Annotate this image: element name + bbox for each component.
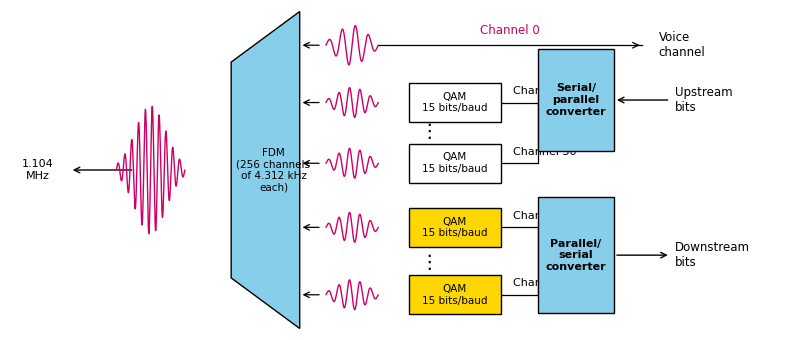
Text: 1.104
MHz: 1.104 MHz bbox=[22, 159, 53, 181]
Text: QAM
15 bits/baud: QAM 15 bits/baud bbox=[422, 217, 488, 238]
FancyBboxPatch shape bbox=[409, 275, 502, 314]
Text: ⋮: ⋮ bbox=[560, 253, 579, 272]
Text: QAM
15 bits/baud: QAM 15 bits/baud bbox=[422, 92, 488, 113]
Polygon shape bbox=[231, 12, 299, 328]
Text: ⋮: ⋮ bbox=[419, 122, 438, 141]
FancyBboxPatch shape bbox=[537, 49, 614, 151]
FancyBboxPatch shape bbox=[409, 208, 502, 247]
Text: Channel 255: Channel 255 bbox=[514, 278, 584, 288]
Text: ⋮: ⋮ bbox=[419, 253, 438, 272]
Text: ⋮: ⋮ bbox=[560, 122, 579, 141]
Text: FDM
(256 channels
of 4.312 kHz
each): FDM (256 channels of 4.312 kHz each) bbox=[236, 148, 311, 192]
Text: Channel 31: Channel 31 bbox=[514, 210, 577, 221]
Text: Upstream
bits: Upstream bits bbox=[675, 86, 732, 114]
Text: QAM
15 bits/baud: QAM 15 bits/baud bbox=[422, 152, 488, 174]
Text: QAM
15 bits/baud: QAM 15 bits/baud bbox=[422, 284, 488, 306]
FancyBboxPatch shape bbox=[409, 83, 502, 122]
FancyBboxPatch shape bbox=[537, 197, 614, 313]
FancyBboxPatch shape bbox=[409, 144, 502, 183]
Text: Channel 30: Channel 30 bbox=[514, 147, 577, 156]
Text: Serial/
parallel
converter: Serial/ parallel converter bbox=[545, 83, 606, 117]
Text: Voice
channel: Voice channel bbox=[659, 31, 705, 59]
Text: Channel 0: Channel 0 bbox=[481, 24, 540, 37]
Text: Downstream
bits: Downstream bits bbox=[675, 241, 750, 269]
Text: Parallel/
serial
converter: Parallel/ serial converter bbox=[545, 239, 606, 272]
Text: Channel 6: Channel 6 bbox=[514, 86, 570, 96]
